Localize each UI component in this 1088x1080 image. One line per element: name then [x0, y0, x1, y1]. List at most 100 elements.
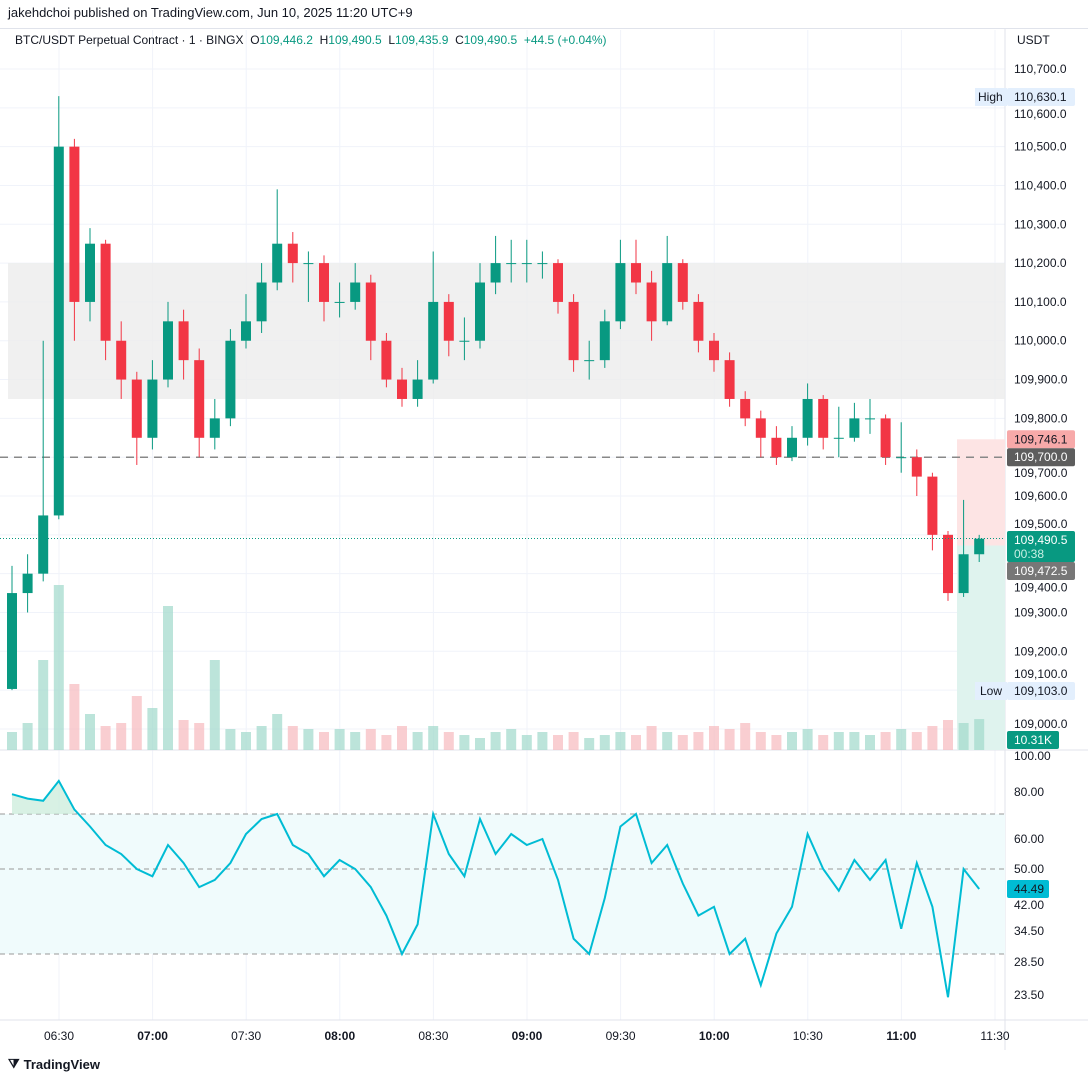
volume-bar	[443, 732, 454, 750]
time-tick-label: 11:00	[886, 1029, 916, 1043]
candle-body	[818, 398, 829, 438]
time-tick-label: 07:30	[231, 1029, 261, 1043]
price-tick-label: 109,900.0	[1014, 373, 1068, 387]
price-tick-label: 110,700.0	[1014, 62, 1067, 76]
price-tick-label: 109,300.0	[1014, 605, 1068, 619]
rsi-value-badge-text: 44.49	[1014, 882, 1044, 896]
candle-body	[85, 243, 95, 302]
candle-body	[225, 340, 236, 419]
low-price-badge	[1007, 682, 1075, 700]
countdown-text: 00:38	[1014, 547, 1044, 561]
time-tick-label: 06:30	[44, 1029, 74, 1043]
high-label-badge	[975, 88, 1007, 106]
volume-bar	[225, 729, 236, 750]
candle-body	[631, 263, 641, 283]
candle-body	[771, 437, 782, 458]
candle-body	[724, 360, 735, 399]
candle-body	[787, 437, 797, 458]
volume-bar	[755, 732, 766, 750]
volume-badge	[1007, 731, 1059, 749]
volume-bar	[896, 729, 907, 750]
candle-body	[334, 301, 345, 303]
volume-bar	[693, 732, 704, 750]
candle-body	[865, 418, 875, 420]
volume-bar	[787, 732, 797, 750]
candle-body	[755, 418, 766, 438]
candle-body	[209, 418, 220, 438]
candle-body	[584, 360, 595, 362]
candle-body	[599, 321, 610, 361]
volume-bar	[662, 732, 673, 750]
volume-bar	[740, 723, 751, 750]
price-tick-label: 109,100.0	[1014, 667, 1068, 681]
volume-bar	[771, 735, 782, 750]
candle-body	[662, 263, 673, 322]
volume-bar	[584, 738, 595, 750]
price-tick-label: 109,000.0	[1014, 717, 1068, 731]
candle-body	[490, 263, 501, 283]
volume-bar	[553, 735, 563, 750]
currency-label[interactable]: USDT	[1017, 33, 1050, 47]
high-label: H	[319, 33, 329, 47]
chart-canvas[interactable]: High 110,630.1 109,746.1 109,700.0 109,490.5…	[0, 0, 1088, 1050]
candle-body	[802, 398, 813, 438]
candle-body	[381, 340, 392, 380]
high-price-badge	[1007, 88, 1075, 106]
candle-body	[927, 476, 938, 535]
publisher-caption: jakehdchoi published on TradingView.com,…	[8, 5, 413, 20]
level-price-badge-text: 109,700.0	[1014, 450, 1068, 464]
stop-loss-zone	[957, 439, 1005, 546]
volume-bar	[880, 732, 891, 750]
candle-body	[833, 437, 844, 439]
volume-bar	[209, 660, 220, 750]
volume-bar	[709, 726, 719, 750]
time-tick-label: 11:30	[980, 1029, 1009, 1043]
rsi-value-badge	[1007, 879, 1049, 898]
tv-logo-icon: ⧩	[8, 1056, 20, 1071]
candle-body	[709, 340, 719, 361]
volume-bar	[506, 729, 517, 750]
candle-body	[943, 534, 953, 594]
volume-bar	[272, 714, 283, 750]
volume-bar	[724, 729, 735, 750]
candle-body	[974, 538, 985, 555]
last-price-badge	[1007, 531, 1075, 562]
candle-body	[241, 321, 251, 341]
volume-bar	[319, 732, 329, 750]
volume-bar	[303, 729, 314, 750]
time-tick-label: 10:00	[699, 1029, 730, 1043]
volume-bar	[677, 735, 688, 750]
stop-price-badge	[1007, 430, 1075, 449]
volume-bar	[100, 726, 111, 750]
low-price-badge-text: 109,103.0	[1014, 684, 1068, 698]
candle-body	[287, 243, 298, 264]
time-tick-label: 09:00	[512, 1029, 543, 1043]
volume-bar	[350, 732, 361, 750]
candle-body	[911, 457, 922, 477]
symbol-name[interactable]: BTC/USDT Perpetual Contract · 1 · BINGX	[15, 33, 244, 47]
price-tick-label: 110,000.0	[1014, 334, 1067, 348]
price-tick-label: 109,700.0	[1014, 466, 1068, 480]
candle-body	[147, 379, 158, 438]
volume-bar	[833, 732, 844, 750]
volume-bar	[428, 726, 439, 750]
volume-bar	[178, 720, 189, 750]
time-tick-label: 09:30	[606, 1029, 636, 1043]
candle-body	[615, 263, 626, 322]
low-value: 109,435.9	[395, 33, 449, 47]
candle-body	[443, 301, 454, 341]
low-label: L	[388, 33, 396, 47]
volume-bar	[381, 735, 392, 750]
volume-bar	[241, 732, 251, 750]
price-tick-label: 110,300.0	[1014, 217, 1067, 231]
volume-bar	[490, 732, 501, 750]
price-tick-label: 109,400.0	[1014, 581, 1068, 595]
volume-bar	[865, 735, 875, 750]
rsi-tick-label: 28.50	[1014, 955, 1044, 969]
candle-body	[459, 340, 470, 342]
candle-body	[350, 282, 361, 302]
price-tick-label: 109,800.0	[1014, 411, 1068, 425]
candle-body	[521, 263, 532, 265]
close-value: 109,490.5	[463, 33, 518, 47]
price-tick-label: 109,500.0	[1014, 517, 1068, 531]
